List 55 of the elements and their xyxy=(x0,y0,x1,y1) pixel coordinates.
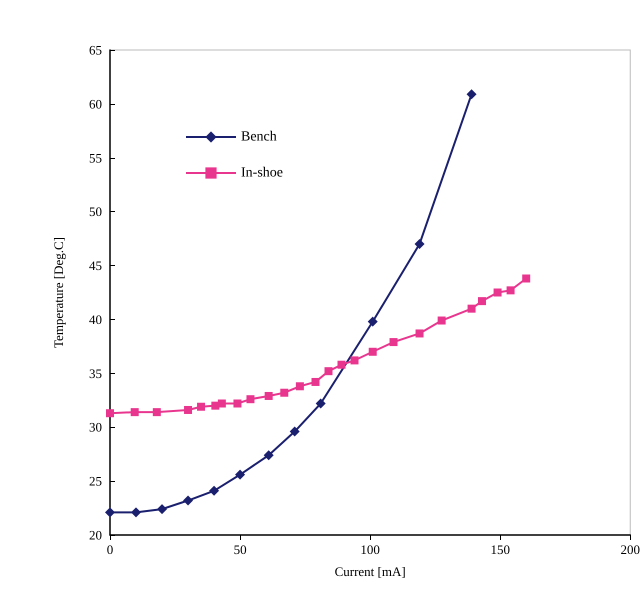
x-tick-label: 200 xyxy=(620,542,640,557)
point xyxy=(130,408,139,416)
point xyxy=(264,450,274,460)
x-tick-label: 150 xyxy=(490,542,510,557)
point xyxy=(184,406,192,414)
point xyxy=(324,367,333,376)
y-tick-label: 65 xyxy=(89,42,102,58)
y-tick-label: 25 xyxy=(89,474,102,489)
point xyxy=(390,338,398,346)
point xyxy=(416,329,424,338)
point xyxy=(522,274,530,282)
legend-label: In-shoe xyxy=(241,166,283,180)
point xyxy=(280,388,288,397)
point xyxy=(246,395,254,404)
point xyxy=(414,239,425,249)
point xyxy=(494,288,502,296)
point xyxy=(218,400,226,408)
point xyxy=(338,360,346,369)
y-tick-label: 40 xyxy=(89,312,102,327)
legend-label: Bench xyxy=(241,130,277,144)
point xyxy=(209,486,220,496)
y-axis-title: Temperature [Deg.C] xyxy=(51,237,66,348)
point xyxy=(235,470,246,480)
y-tick-label: 55 xyxy=(89,150,102,166)
y-tick-label: 20 xyxy=(89,528,102,542)
y-tick-label: 50 xyxy=(89,204,102,220)
point xyxy=(105,507,115,518)
point xyxy=(152,408,161,416)
y-tick-label: 60 xyxy=(89,96,102,112)
point xyxy=(368,348,377,356)
point xyxy=(183,496,194,506)
point xyxy=(368,316,378,327)
point xyxy=(264,392,273,400)
point xyxy=(466,89,477,100)
point xyxy=(296,382,304,390)
point xyxy=(316,398,326,409)
point xyxy=(350,356,359,364)
point xyxy=(157,504,168,514)
x-tick-label: 0 xyxy=(106,542,114,557)
point xyxy=(478,297,486,306)
point xyxy=(197,402,206,411)
y-tick-label: 30 xyxy=(89,420,102,435)
x-tick-label: 50 xyxy=(234,542,247,557)
point xyxy=(438,316,446,325)
point xyxy=(233,400,242,408)
point xyxy=(468,304,476,313)
point xyxy=(506,286,515,294)
y-tick-label: 45 xyxy=(89,258,102,274)
point xyxy=(106,409,114,418)
y-tick-label: 35 xyxy=(89,366,102,381)
point xyxy=(290,426,300,437)
point xyxy=(312,378,320,386)
x-axis-title: Current [mA] xyxy=(334,564,406,579)
point xyxy=(131,507,142,518)
x-tick-label: 100 xyxy=(360,542,380,557)
